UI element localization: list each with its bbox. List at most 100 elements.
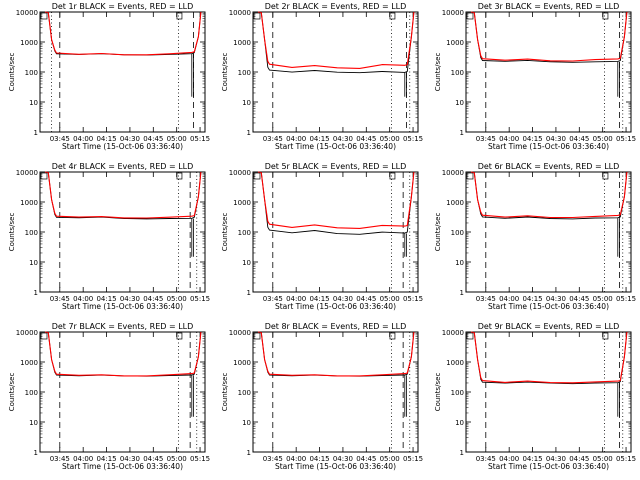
lld-series-line [44, 331, 202, 377]
x-tick-label: 05:00 [380, 455, 400, 463]
panel-title: Det 6r BLACK = Events, RED = LLD [478, 162, 620, 171]
panel-det-2: Det 2r BLACK = Events, RED = LLD 1 10 100 10… [221, 2, 423, 151]
panel-title: Det 4r BLACK = Events, RED = LLD [52, 162, 194, 171]
lld-series-line [470, 331, 628, 384]
end-flag-icon [389, 172, 396, 180]
x-tick-label: 03:45 [476, 135, 496, 143]
y-tick-label: 1 [460, 449, 464, 457]
x-tick-label: 04:00 [499, 295, 519, 303]
x-axis-label: Start Time (15-Oct-06 03:36:40) [62, 462, 183, 471]
y-tick-label: 10 [455, 259, 464, 267]
lld-series-line [44, 171, 202, 219]
end-flag-icon [389, 332, 396, 340]
panel-det-4: Det 4r BLACK = Events, RED = LLD 1 10 100 10… [8, 162, 210, 311]
y-axis-label: Counts/sec [221, 213, 229, 252]
y-tick-label: 100 [451, 69, 464, 77]
y-tick-label: 10000 [442, 329, 464, 337]
y-tick-label: 1000 [20, 359, 38, 367]
end-flag-icon [602, 332, 609, 340]
plot-frame [465, 171, 632, 293]
panel-title: Det 9r BLACK = Events, RED = LLD [478, 322, 620, 331]
y-tick-label: 1 [34, 129, 38, 137]
y-tick-label: 10000 [16, 9, 38, 17]
x-tick-label: 05:15 [616, 455, 636, 463]
events-series-line [470, 331, 628, 385]
x-tick-label: 04:15 [522, 455, 542, 463]
x-tick-label: 04:15 [309, 135, 329, 143]
y-axis-label: Counts/sec [221, 53, 229, 92]
x-axis-label: Start Time (15-Oct-06 03:36:40) [488, 462, 609, 471]
y-tick-label: 1 [247, 449, 251, 457]
x-axis-label: Start Time (15-Oct-06 03:36:40) [275, 142, 396, 151]
x-tick-label: 04:30 [546, 295, 566, 303]
y-tick-label: 10000 [16, 329, 38, 337]
x-tick-label: 05:15 [403, 455, 423, 463]
y-axis-label: Counts/sec [434, 373, 442, 412]
x-tick-label: 04:45 [356, 455, 376, 463]
end-flag-icon [602, 172, 609, 180]
y-tick-label: 10 [242, 99, 251, 107]
y-tick-label: 10000 [442, 169, 464, 177]
plot-frame [39, 11, 206, 133]
y-tick-label: 100 [238, 229, 251, 237]
y-tick-label: 10 [455, 99, 464, 107]
x-tick-label: 05:00 [593, 455, 613, 463]
x-tick-label: 03:45 [50, 135, 70, 143]
x-axis-label: Start Time (15-Oct-06 03:36:40) [62, 142, 183, 151]
plot-frame [465, 331, 632, 453]
x-tick-label: 04:30 [120, 455, 140, 463]
x-tick-label: 05:15 [403, 135, 423, 143]
x-tick-label: 04:15 [309, 455, 329, 463]
y-tick-label: 10 [242, 419, 251, 427]
x-tick-label: 04:45 [143, 295, 163, 303]
plot-frame [39, 331, 206, 453]
y-axis-label: Counts/sec [434, 213, 442, 252]
x-tick-label: 04:45 [569, 455, 589, 463]
y-tick-label: 10000 [229, 9, 251, 17]
events-series-line [44, 11, 202, 56]
x-tick-label: 04:00 [286, 455, 306, 463]
start-flag-icon [466, 12, 474, 20]
start-flag-icon [40, 12, 48, 20]
x-axis-label: Start Time (15-Oct-06 03:36:40) [488, 142, 609, 151]
x-tick-label: 04:30 [546, 455, 566, 463]
y-tick-label: 1 [247, 289, 251, 297]
y-axis-label: Counts/sec [8, 373, 16, 412]
y-tick-label: 100 [238, 389, 251, 397]
x-tick-label: 05:15 [190, 295, 210, 303]
panel-title: Det 8r BLACK = Events, RED = LLD [265, 322, 407, 331]
end-flag-icon [176, 172, 183, 180]
x-tick-label: 05:15 [190, 135, 210, 143]
x-tick-label: 04:30 [333, 135, 353, 143]
start-flag-icon [40, 172, 48, 180]
panel-title: Det 5r BLACK = Events, RED = LLD [265, 162, 407, 171]
y-tick-label: 1000 [233, 39, 251, 47]
y-tick-label: 1 [247, 129, 251, 137]
y-tick-label: 1 [34, 449, 38, 457]
x-tick-label: 04:45 [356, 135, 376, 143]
x-tick-label: 05:00 [593, 295, 613, 303]
x-tick-label: 04:45 [356, 295, 376, 303]
panel-title: Det 7r BLACK = Events, RED = LLD [52, 322, 194, 331]
y-tick-label: 1 [34, 289, 38, 297]
x-axis-label: Start Time (15-Oct-06 03:36:40) [275, 462, 396, 471]
plot-frame [465, 11, 632, 133]
panel-title: Det 1r BLACK = Events, RED = LLD [52, 2, 194, 11]
y-tick-label: 100 [451, 229, 464, 237]
y-tick-label: 1000 [233, 199, 251, 207]
events-series-line [470, 11, 628, 63]
y-tick-label: 10000 [229, 169, 251, 177]
y-axis-label: Counts/sec [434, 53, 442, 92]
x-tick-label: 04:00 [73, 455, 93, 463]
y-tick-label: 10000 [16, 169, 38, 177]
y-axis-label: Counts/sec [8, 213, 16, 252]
x-tick-label: 03:45 [476, 295, 496, 303]
y-tick-label: 100 [451, 389, 464, 397]
x-tick-label: 04:00 [73, 135, 93, 143]
panel-det-7: Det 7r BLACK = Events, RED = LLD 1 10 100 10… [8, 322, 210, 471]
x-tick-label: 04:00 [286, 295, 306, 303]
lld-series-line [257, 331, 415, 377]
start-flag-icon [253, 332, 261, 340]
x-tick-label: 04:30 [333, 295, 353, 303]
x-tick-label: 03:45 [50, 295, 70, 303]
